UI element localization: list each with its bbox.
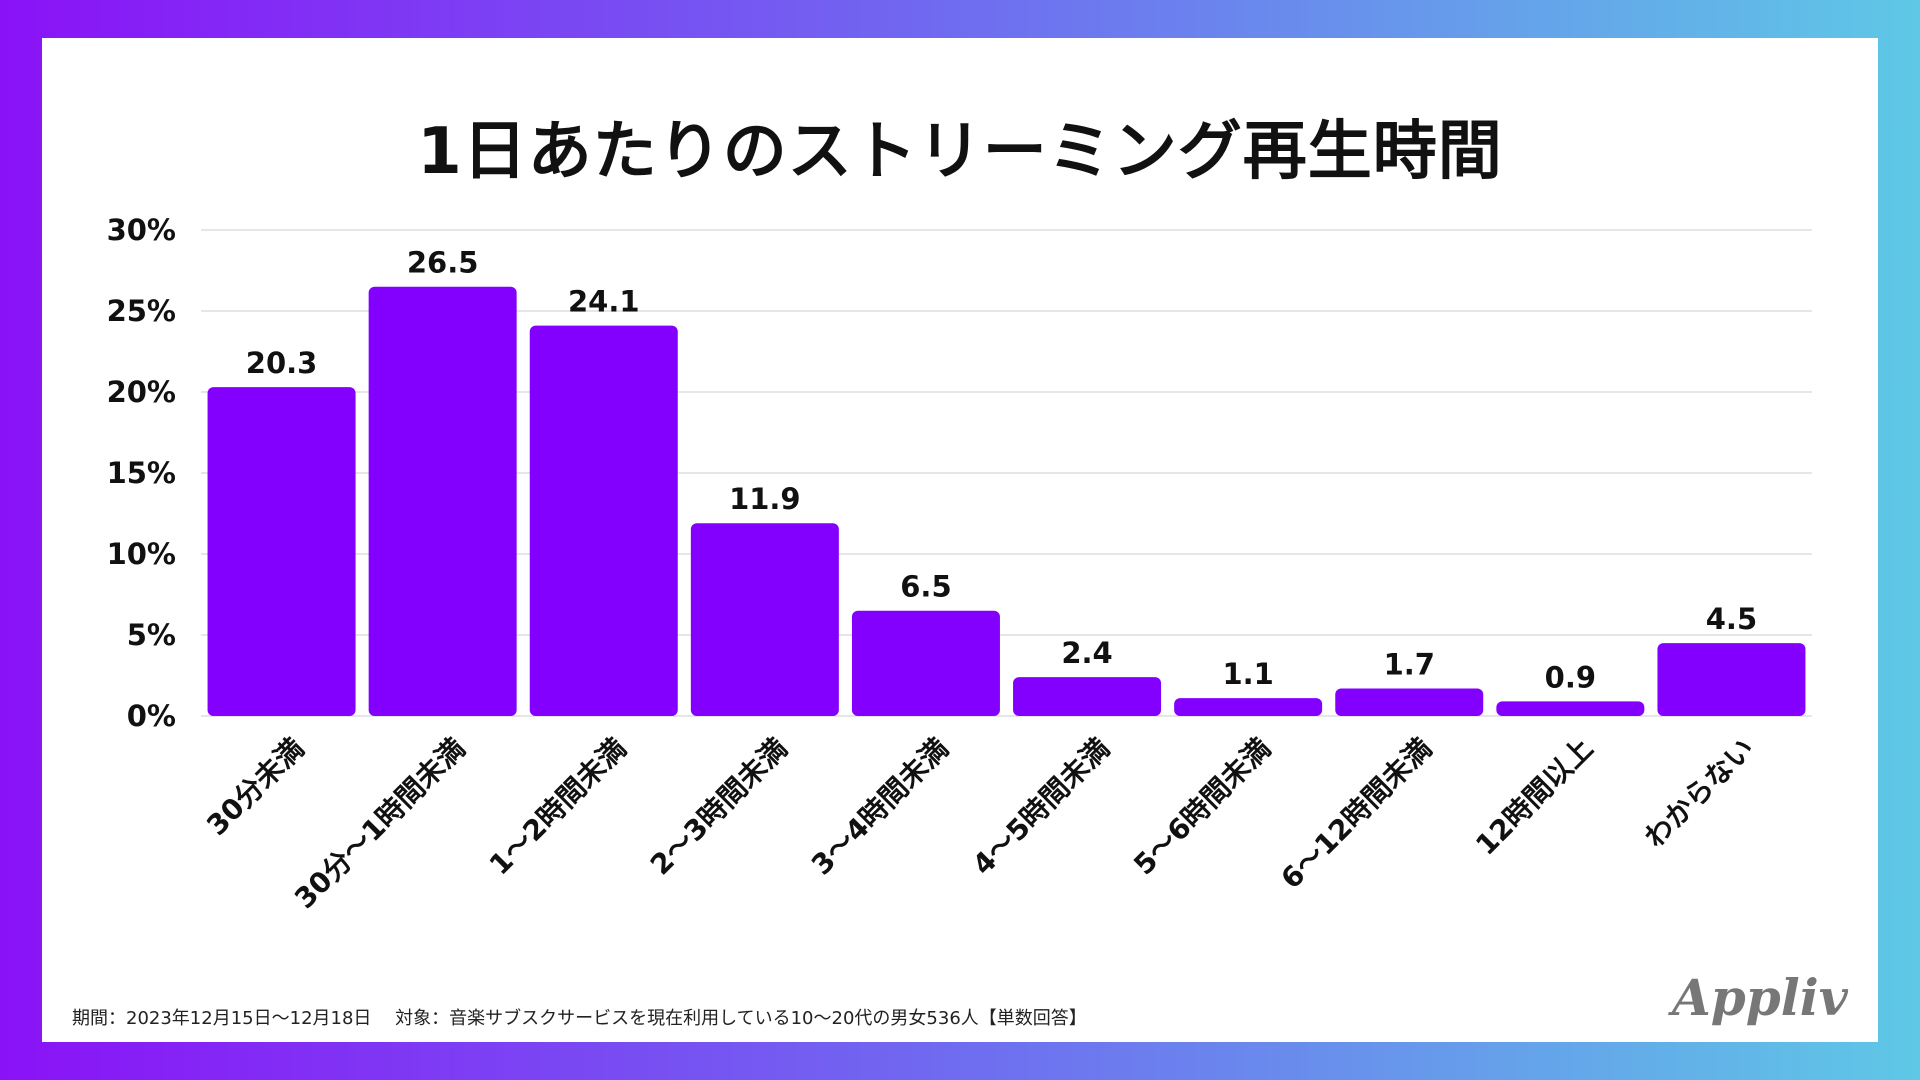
data-label: 24.1 [568, 285, 640, 319]
chart-card: 1日あたりのストリーミング再生時間 0% 5% 10% 15% 20% 25% 30% 20.… [42, 38, 1878, 1042]
bar [1496, 701, 1645, 716]
x-tick-label: 3〜4時間未満 [805, 732, 955, 882]
chart-title: 1日あたりのストリーミング再生時間 [417, 115, 1503, 189]
x-tick-label: 6〜12時間未満 [1275, 732, 1439, 896]
bar [1174, 698, 1323, 716]
bar [1335, 688, 1484, 716]
bar [851, 610, 1000, 716]
y-tick-label: 20% [107, 375, 176, 409]
bar [529, 325, 678, 716]
x-tick-label: 4〜5時間未満 [966, 732, 1116, 882]
x-tick-label: 1〜2時間未満 [483, 732, 633, 882]
y-tick-label: 15% [107, 456, 176, 490]
y-tick-label: 5% [127, 618, 176, 652]
data-label: 4.5 [1706, 602, 1757, 636]
y-tick-label: 25% [107, 294, 176, 328]
y-tick-label: 30% [107, 213, 176, 247]
x-tick-label: 30分〜1時間未満 [288, 732, 471, 915]
bar-chart: 0% 5% 10% 15% 20% 25% 30% 20.3 30分未満 26.5 30分〜1時間未… [107, 213, 1812, 915]
data-label: 11.9 [729, 482, 801, 516]
data-label: 1.1 [1222, 657, 1273, 691]
x-tick-label: 5〜6時間未満 [1127, 732, 1277, 882]
y-tick-label: 0% [127, 699, 176, 733]
brand-logo: Appliv [1672, 968, 1848, 1027]
data-label: 2.4 [1061, 636, 1112, 670]
bar [690, 523, 839, 716]
x-tick-label: 2〜3時間未満 [644, 732, 794, 882]
bar [207, 387, 356, 716]
bar [368, 286, 517, 716]
data-label: 20.3 [246, 346, 318, 380]
data-label: 26.5 [407, 246, 479, 280]
data-label: 6.5 [900, 570, 951, 604]
bar [1657, 643, 1806, 716]
data-label: 0.9 [1545, 660, 1596, 694]
x-tick-label: 30分未満 [200, 732, 310, 842]
data-label: 1.7 [1384, 647, 1435, 681]
y-tick-label: 10% [107, 537, 176, 571]
bar [1013, 677, 1162, 716]
x-tick-label: わからない [1638, 732, 1760, 854]
x-tick-label: 12時間以上 [1469, 732, 1599, 862]
footnote: 期間：2023年12月15日〜12月18日 対象：音楽サブスクサービスを現在利用… [72, 1008, 1087, 1029]
